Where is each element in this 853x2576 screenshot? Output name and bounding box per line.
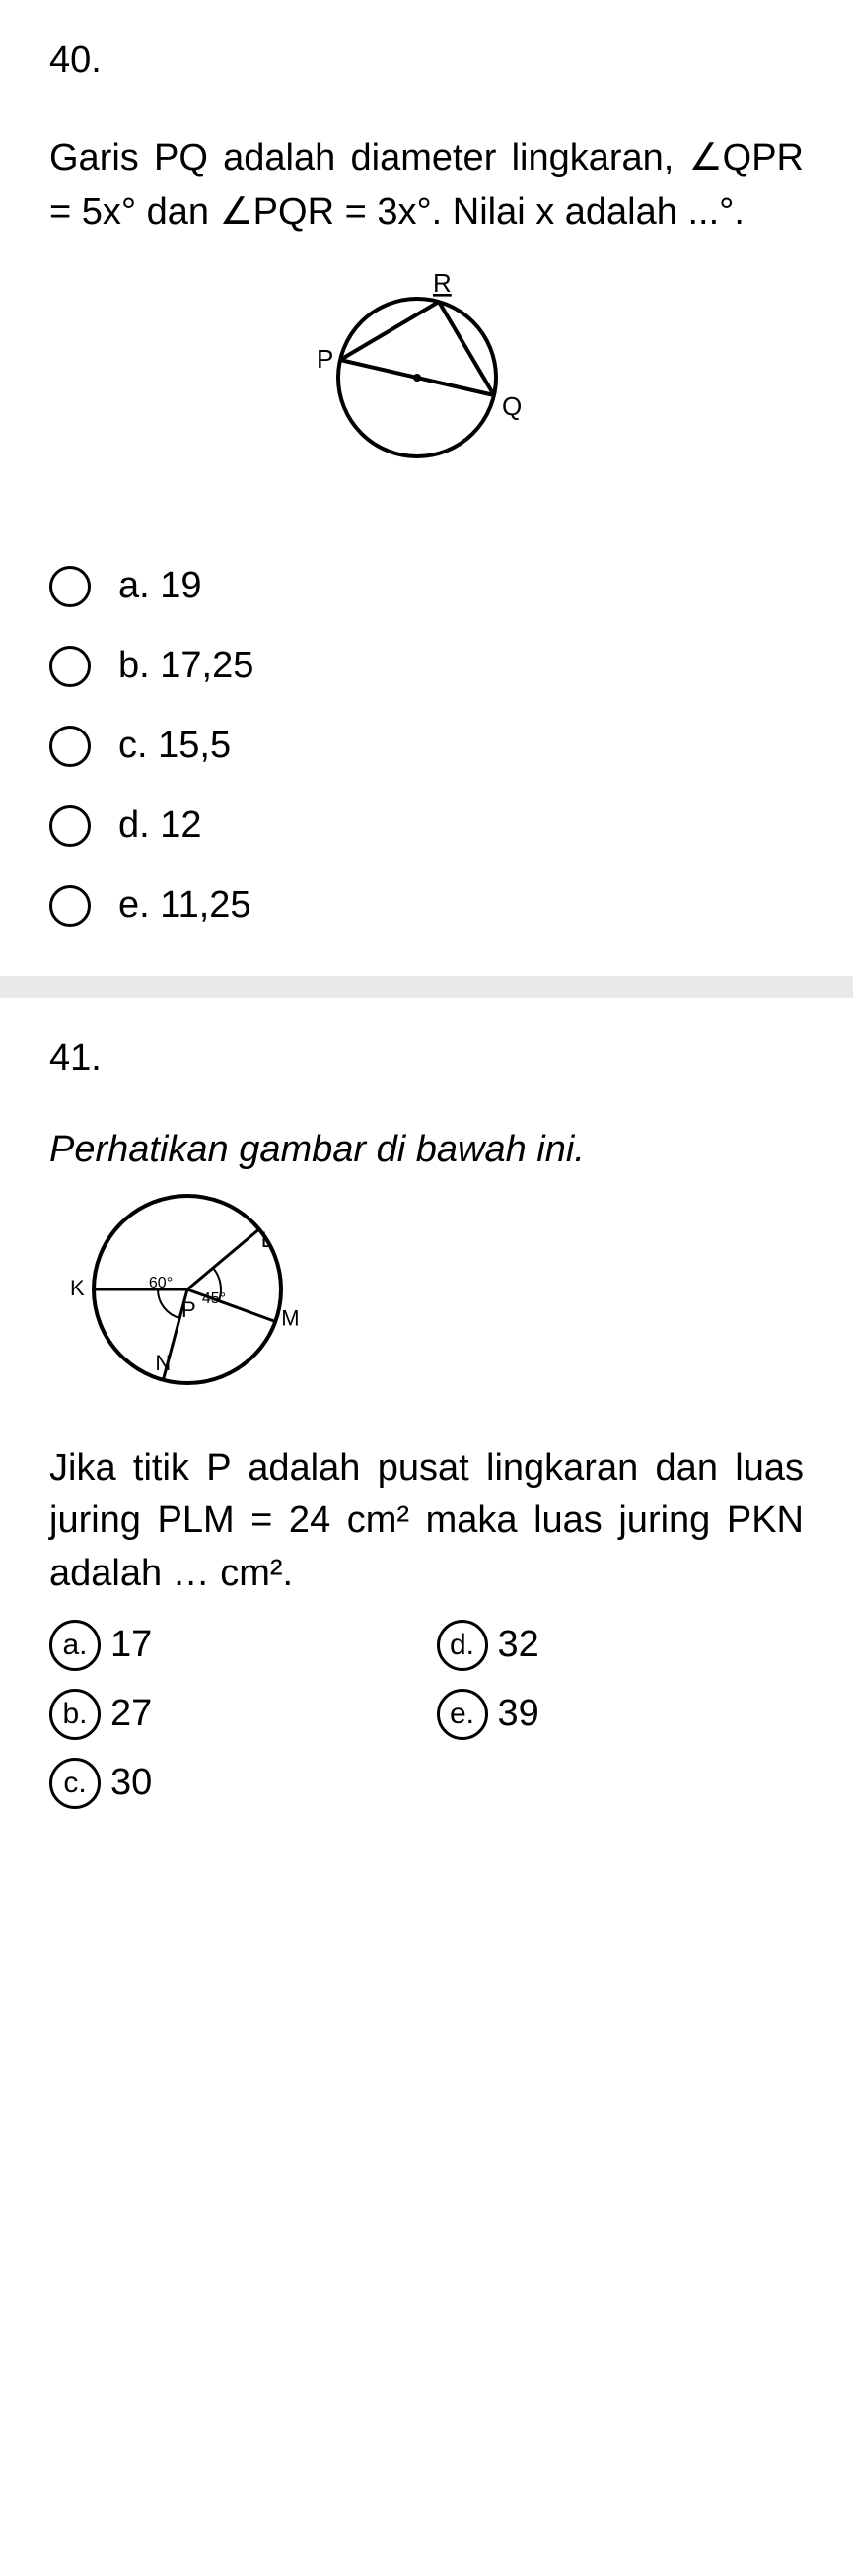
option-value: 30 [110, 1762, 152, 1804]
option-label: b. 17,25 [118, 645, 253, 687]
svg-text:L: L [261, 1227, 273, 1252]
radio-icon [49, 566, 91, 607]
radio-icon [49, 646, 91, 687]
question-40: 40. Garis PQ adalah diameter lingkaran, … [0, 0, 853, 976]
svg-text:M: M [281, 1306, 299, 1331]
option-label: a. 19 [118, 565, 202, 607]
svg-text:Q: Q [502, 391, 522, 421]
option-letter: d. [437, 1620, 488, 1671]
option-d[interactable]: d. 32 [437, 1620, 805, 1671]
option-letter: b. [49, 1689, 101, 1740]
option-value: 17 [110, 1624, 152, 1666]
question-intro: Perhatikan gambar di bawah ini. [49, 1129, 804, 1171]
figure-q41: K N M L P 60° 45° [59, 1181, 804, 1413]
figure-q40: P Q R [49, 269, 804, 486]
radio-icon [49, 726, 91, 767]
option-value: 32 [498, 1624, 539, 1666]
svg-text:K: K [70, 1276, 85, 1300]
options-q40: a. 19 b. 17,25 c. 15,5 d. 12 e. 11,25 [49, 565, 804, 927]
option-b[interactable]: b. 17,25 [49, 645, 804, 687]
svg-text:P: P [317, 344, 333, 374]
options-q41: a. 17 d. 32 b. 27 e. 39 c. 30 [49, 1620, 804, 1809]
svg-text:P: P [181, 1297, 196, 1322]
option-letter: e. [437, 1689, 488, 1740]
option-c[interactable]: c. 15,5 [49, 725, 804, 767]
radio-icon [49, 805, 91, 847]
question-text: Garis PQ adalah diameter lingkaran, ∠QPR… [49, 131, 804, 240]
option-e[interactable]: e. 39 [437, 1689, 805, 1740]
svg-text:N: N [155, 1351, 171, 1375]
question-41: 41. Perhatikan gambar di bawah ini. K N M L… [0, 998, 853, 1858]
option-label: e. 11,25 [118, 884, 251, 927]
option-d[interactable]: d. 12 [49, 804, 804, 847]
option-a[interactable]: a. 19 [49, 565, 804, 607]
circle-sector-diagram: K N M L P 60° 45° [59, 1181, 335, 1408]
question-number: 40. [49, 39, 804, 82]
svg-text:45°: 45° [202, 1290, 226, 1307]
option-letter: c. [49, 1758, 101, 1809]
circle-triangle-diagram: P Q R [279, 269, 575, 486]
option-letter: a. [49, 1620, 101, 1671]
question-divider [0, 976, 853, 998]
svg-text:R: R [433, 269, 452, 298]
option-value: 27 [110, 1693, 152, 1735]
option-label: c. 15,5 [118, 725, 231, 767]
question-number: 41. [49, 1037, 804, 1079]
option-e[interactable]: e. 11,25 [49, 884, 804, 927]
option-a[interactable]: a. 17 [49, 1620, 417, 1671]
svg-text:60°: 60° [149, 1275, 173, 1291]
radio-icon [49, 885, 91, 927]
option-b[interactable]: b. 27 [49, 1689, 417, 1740]
question-text: Jika titik P adalah pusat lingkaran dan … [49, 1442, 804, 1600]
option-label: d. 12 [118, 804, 202, 847]
option-c[interactable]: c. 30 [49, 1758, 417, 1809]
option-value: 39 [498, 1693, 539, 1735]
